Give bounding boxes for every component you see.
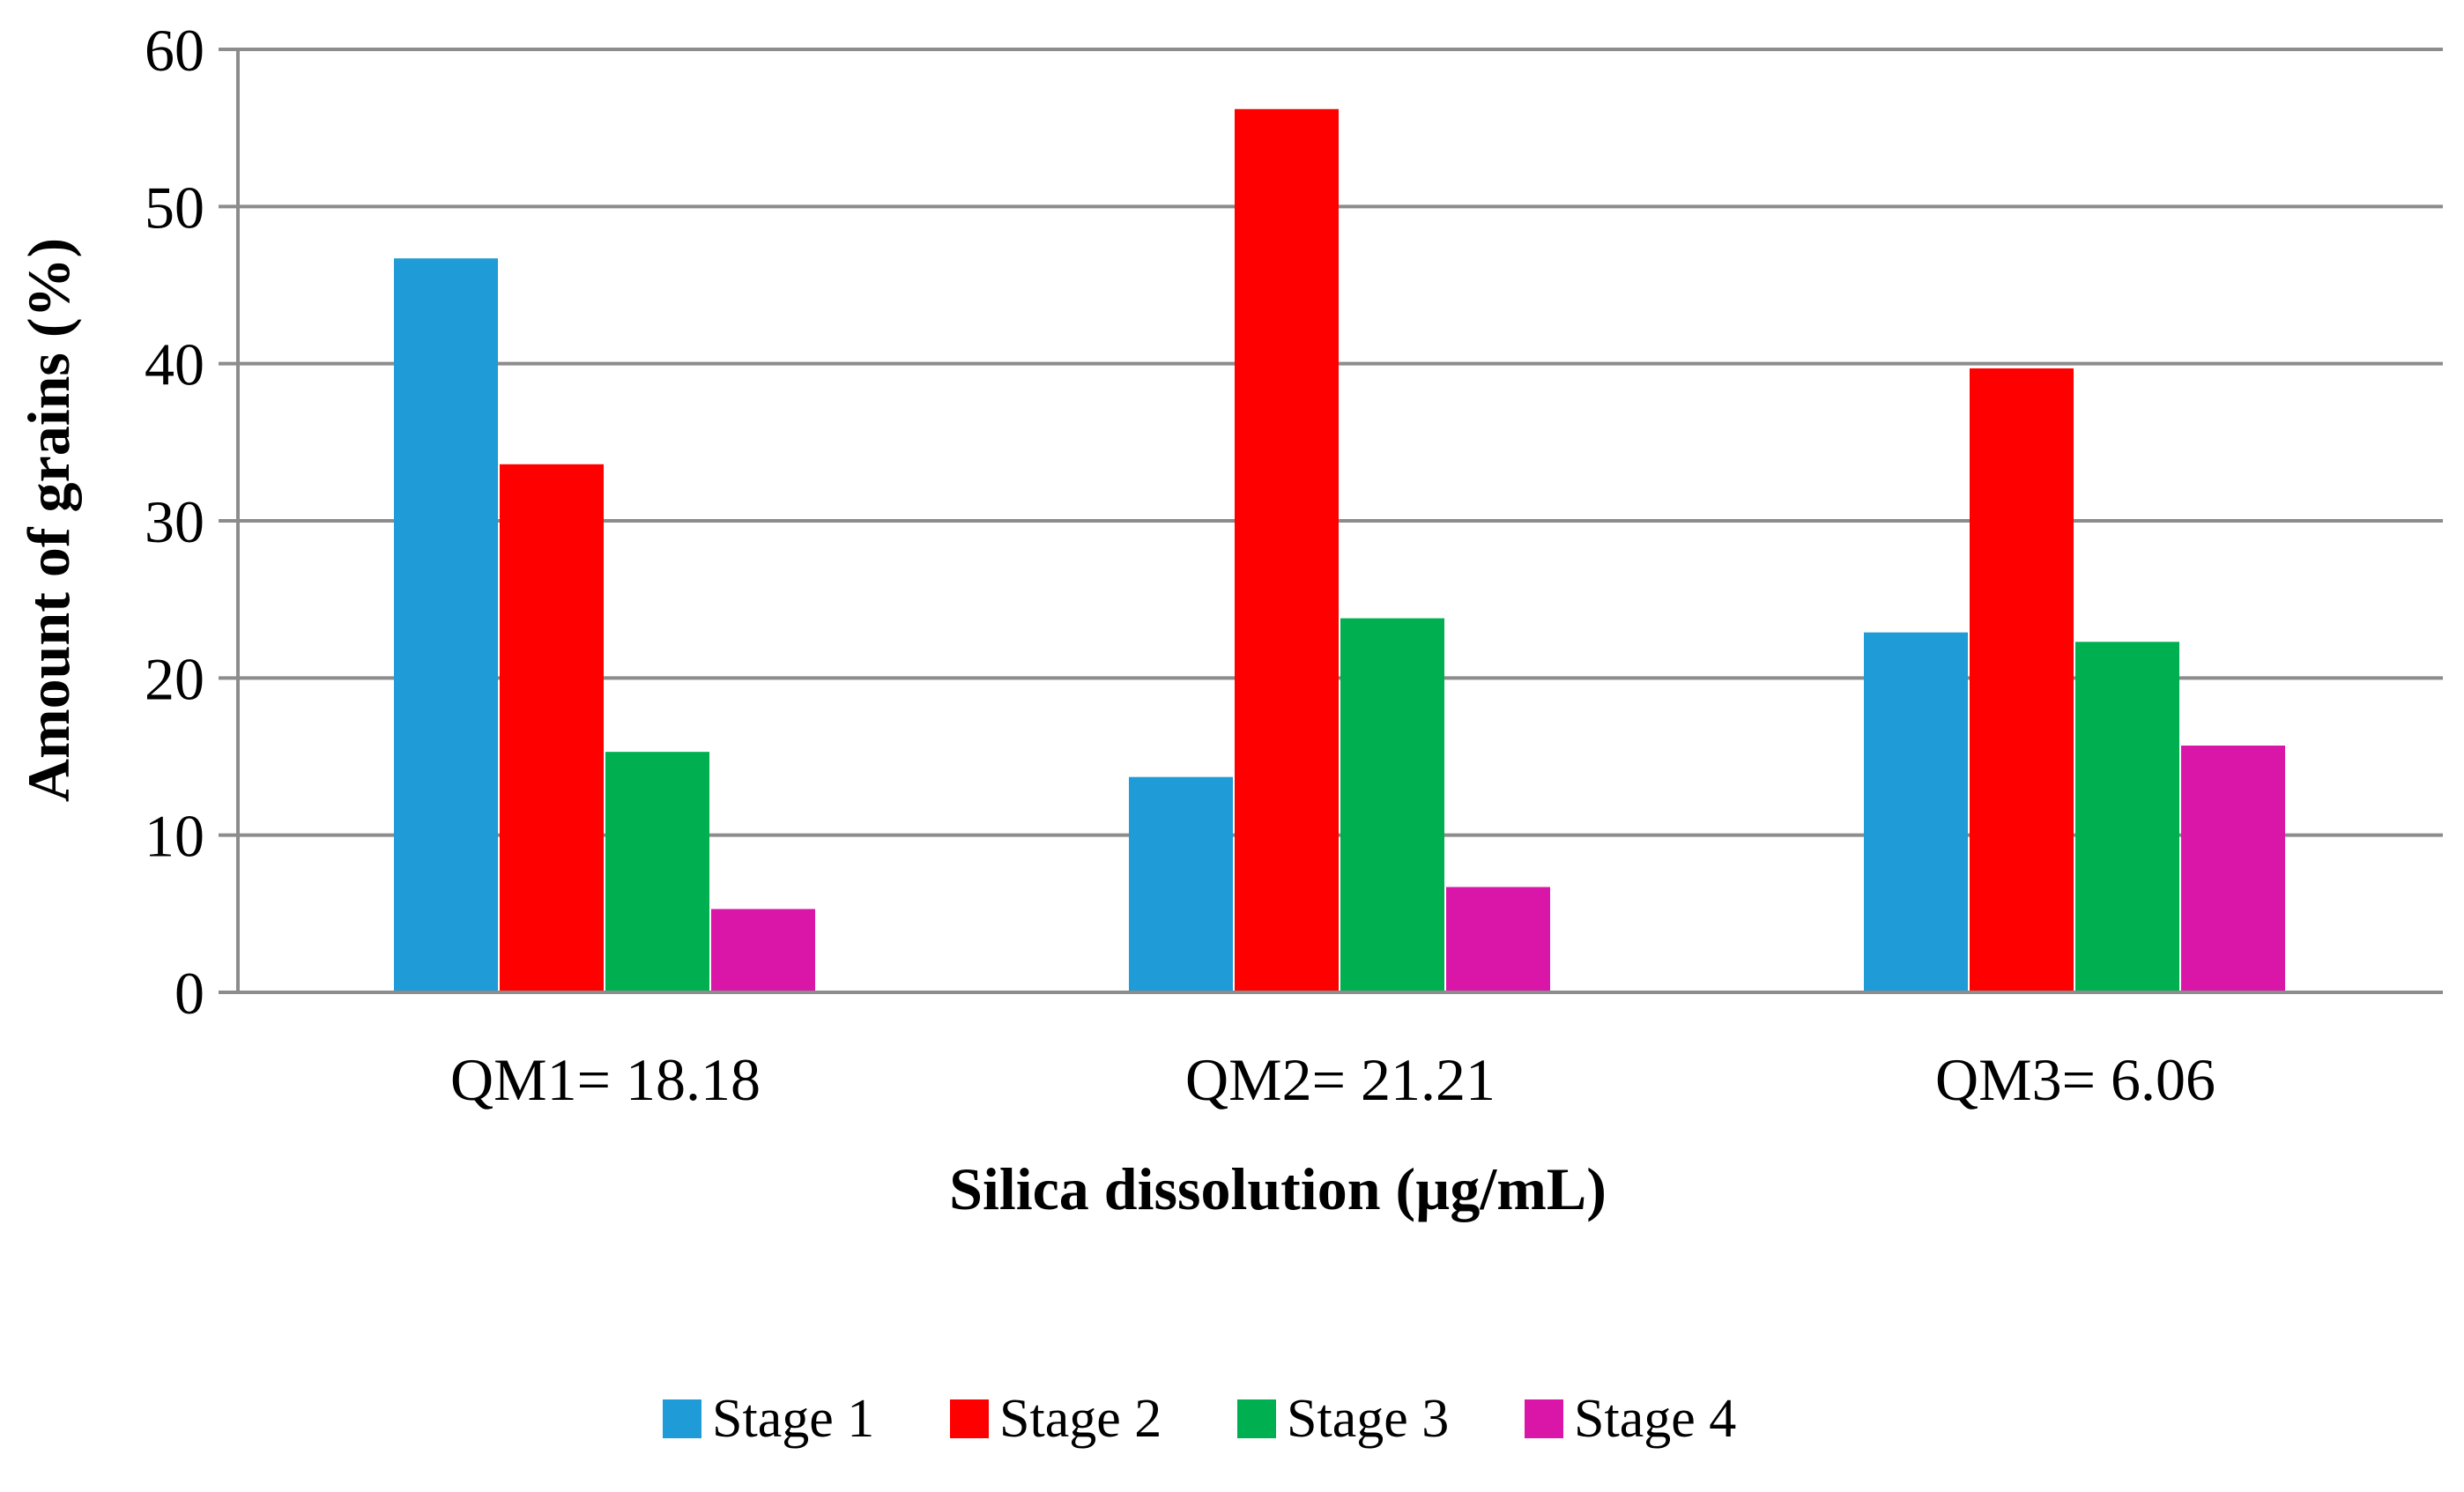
legend-label: Stage 1 xyxy=(712,1389,874,1449)
legend-item: Stage 3 xyxy=(1237,1389,1449,1449)
y-tick-label: 20 xyxy=(145,645,204,712)
legend-item: Stage 2 xyxy=(950,1389,1161,1449)
y-tick-label: 40 xyxy=(145,331,204,398)
category-labels: QM1= 18.18 QM2= 21.21 QM3= 6.06 xyxy=(450,1046,2215,1113)
y-tick-label: 60 xyxy=(145,17,204,84)
x-axis-title: Silica dissolution (µg/mL) xyxy=(949,1155,1607,1222)
bar-stage-4-3 xyxy=(2181,746,2285,992)
bar-stage-4-2 xyxy=(1446,887,1550,992)
bar-stage-1-3 xyxy=(1864,632,1968,992)
legend-label: Stage 2 xyxy=(999,1389,1161,1449)
y-tick-label: 50 xyxy=(145,174,204,241)
legend: Stage 1 Stage 2 Stage 3 Stage 4 xyxy=(663,1389,1736,1449)
bar-stage-2-1 xyxy=(500,464,604,992)
legend-swatch xyxy=(950,1399,989,1438)
y-tick-labels: 0 10 20 30 40 50 60 xyxy=(145,17,238,1027)
bar-stage-3-3 xyxy=(2075,642,2179,992)
legend-item: Stage 4 xyxy=(1525,1389,1736,1449)
bars xyxy=(394,108,2285,993)
legend-swatch xyxy=(1237,1399,1276,1438)
axes xyxy=(236,49,2443,994)
y-tick-label: 10 xyxy=(145,803,204,870)
bar-stage-1-1 xyxy=(394,258,498,992)
bar-stage-4-1 xyxy=(711,909,815,992)
y-tick-label: 30 xyxy=(145,488,204,555)
bar-stage-2-3 xyxy=(1970,368,2074,992)
bar-stage-1-2 xyxy=(1129,776,1233,992)
legend-item: Stage 1 xyxy=(663,1389,874,1449)
y-axis-title: Amount of grains (%) xyxy=(15,238,82,802)
x-category-label: QM3= 6.06 xyxy=(1935,1046,2215,1113)
legend-swatch xyxy=(663,1399,701,1438)
y-tick-label: 0 xyxy=(174,960,204,1027)
bar-stage-3-1 xyxy=(605,752,709,992)
legend-swatch xyxy=(1525,1399,1563,1438)
legend-label: Stage 4 xyxy=(1574,1389,1736,1449)
legend-label: Stage 3 xyxy=(1287,1389,1449,1449)
bar-stage-2-2 xyxy=(1235,108,1339,993)
x-category-label: QM2= 21.21 xyxy=(1185,1046,1495,1113)
bar-stage-3-2 xyxy=(1340,618,1444,992)
x-category-label: QM1= 18.18 xyxy=(450,1046,761,1113)
